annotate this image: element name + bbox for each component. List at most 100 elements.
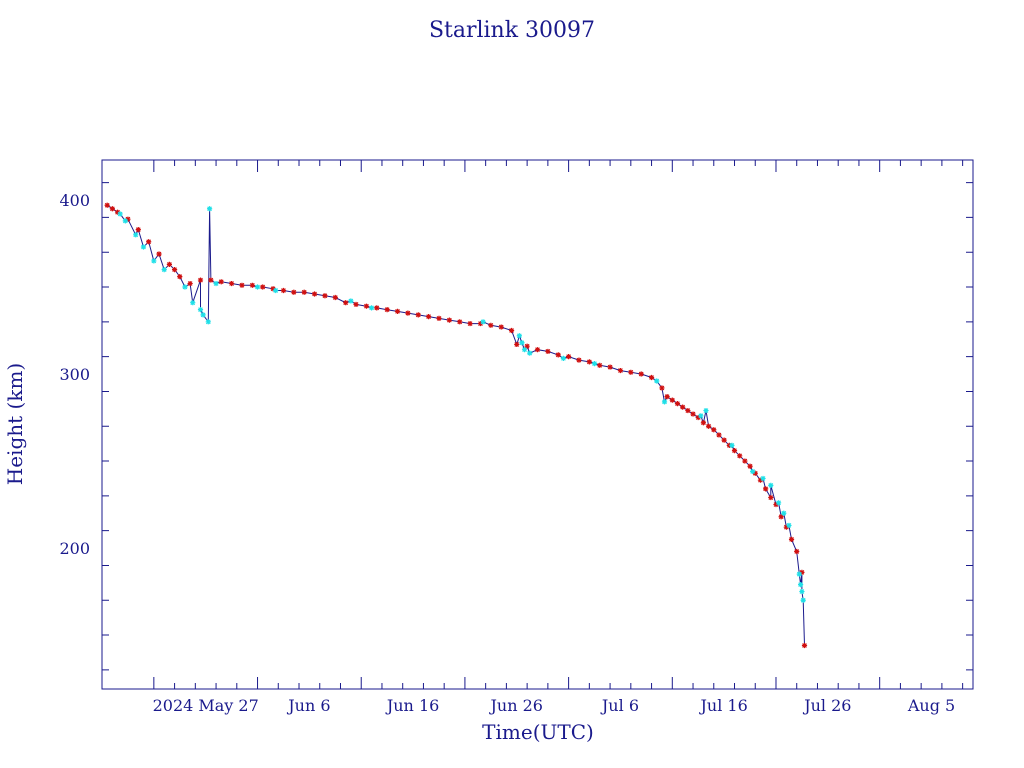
data-point [534,347,541,353]
data-point [213,280,219,287]
data-point [415,312,421,318]
data-point [177,273,183,280]
data-point [353,301,359,308]
data-point [133,232,139,238]
x-tick-label: Jul 26 [802,696,851,715]
data-point [566,354,572,360]
data-point [426,314,432,320]
data-point [524,343,530,349]
plot-frame [101,159,974,690]
data-point [700,420,707,426]
data-point [156,251,162,257]
data-point [477,320,484,327]
data-point [711,427,717,433]
data-point [576,357,582,363]
data-point [446,317,452,323]
data-point [788,536,795,542]
data-point [273,287,279,294]
data-point [705,423,712,429]
x-tick-label: Jun 16 [385,696,439,715]
data-point [343,300,349,306]
data-point [752,470,758,476]
data-point [664,394,670,400]
data-point [208,277,214,283]
data-point [519,340,525,346]
data-point [661,399,668,405]
data-point [348,298,354,304]
data-point [301,289,307,295]
data-point [332,294,338,301]
data-point [617,367,624,374]
data-point [760,475,766,482]
data-point [680,404,686,410]
data-point [737,453,743,459]
data-point [206,206,213,212]
data-point [800,597,806,603]
y-tick-label: 200 [59,539,90,558]
data-point [778,514,784,520]
data-point [368,305,375,311]
data-point [384,307,390,313]
data-point [363,303,370,309]
data-point [280,287,287,294]
data-point [796,571,802,577]
y-tick-label: 300 [59,365,90,384]
data-point [591,360,598,367]
data-point [597,362,603,368]
red-markers [104,202,808,649]
data-point [729,442,735,448]
data-point [781,510,787,516]
x-axis-label: Time(UTC) [482,720,594,744]
data-point [239,282,245,288]
data-point [750,468,756,475]
data-point [674,401,681,407]
data-point [190,300,196,306]
data-point [773,501,779,508]
data-point [527,350,533,356]
data-point [798,581,804,588]
y-tick-label: 400 [59,191,90,210]
data-point [109,206,115,212]
data-point [311,291,318,297]
data-point [291,289,297,295]
data-point [205,319,211,325]
data-point [508,327,515,334]
data-point [703,407,709,414]
data-point [457,319,463,325]
data-point [200,312,206,318]
data-point [114,209,121,215]
tick-labels: 2024 May 27 Jun 6 Jun 16 Jun 26 Jul 6 Jul 16 J… [59,191,955,715]
data-point [669,397,675,403]
cyan-markers [117,206,806,603]
data-point [270,286,276,292]
data-point [742,458,748,464]
data-point [488,322,494,328]
axis-ticks [102,160,973,689]
data-point [768,482,774,489]
data-point [498,324,504,330]
data-point [801,642,808,649]
chart-title: Starlink 30097 [429,18,595,43]
tick-marks [102,160,973,689]
data-point [721,437,727,443]
data-point [135,227,141,233]
data-point [586,359,592,365]
data-point [763,486,769,492]
x-tick-label: Jul 6 [600,696,639,715]
data-point [146,239,152,245]
x-tick-label: Aug 5 [907,696,955,715]
data-point [260,284,266,290]
data-point [516,333,522,339]
data-point [197,307,204,313]
data-point [405,310,411,316]
data-point [757,477,764,483]
data-point [182,284,188,290]
data-point [197,277,204,283]
data-point [794,548,800,555]
data-point [690,411,696,417]
data-point [521,347,528,353]
data-point [140,244,147,250]
x-tick-label: 2024 May 27 [153,696,259,715]
height-series-line [106,204,805,646]
